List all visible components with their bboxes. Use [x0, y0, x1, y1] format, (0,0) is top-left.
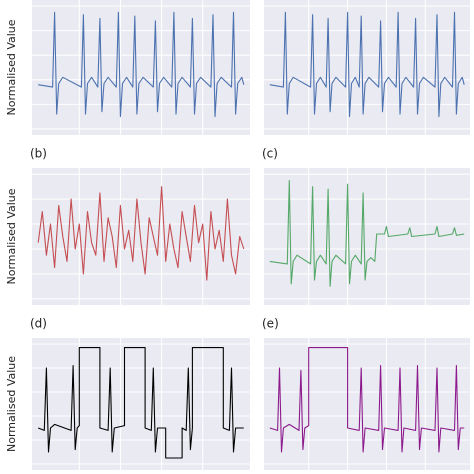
- y-axis-label: Normalised Value: [5, 188, 18, 284]
- signal-line: [38, 11, 245, 118]
- y-axis-label: Normalised Value: [5, 356, 18, 452]
- plot-area: [264, 168, 470, 305]
- panel-label: (d): [30, 317, 47, 331]
- panel-label: (c): [262, 147, 278, 161]
- panel-label: (b): [30, 147, 47, 161]
- panel-label: (e): [262, 317, 279, 331]
- signal-line: [37, 186, 245, 281]
- plot-area: [32, 0, 250, 135]
- signal-line: [37, 347, 244, 459]
- y-axis-label: Normalised Value: [5, 19, 18, 115]
- signal-line: [269, 347, 465, 453]
- signal-line: [269, 179, 465, 287]
- signal-line: [269, 11, 465, 118]
- plot-area: [32, 338, 250, 470]
